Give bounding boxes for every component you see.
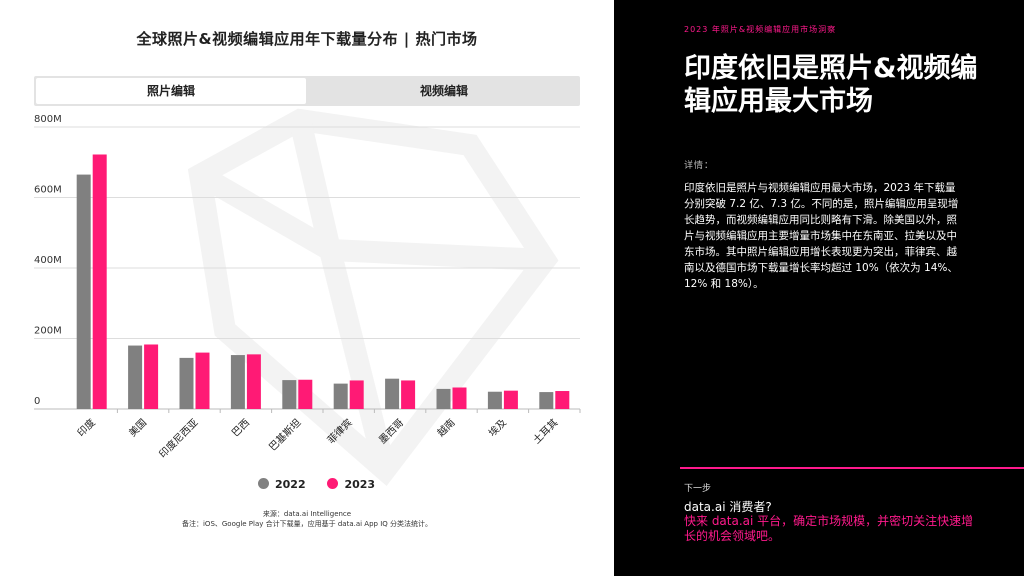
legend-swatch-2022	[258, 478, 269, 489]
bar-2023-7	[401, 380, 416, 409]
bar-2023-1	[92, 154, 107, 409]
tab-video-editing[interactable]: 视频编辑	[419, 84, 468, 98]
legend-item-2022[interactable]: 2022	[258, 478, 306, 491]
chart-title: 全球照片&视频编辑应用年下载量分布 | 热门市场	[136, 30, 478, 48]
bar-2022-4	[230, 355, 245, 409]
cta-heading: data.ai 消费者?	[684, 500, 772, 514]
y-tick-label: 400M	[34, 255, 62, 266]
detail-label: 详情：	[684, 161, 715, 171]
chart-tab-bar: 照片编辑 视频编辑	[34, 76, 580, 106]
x-tick-label: 印度	[74, 416, 97, 439]
y-tick-label: 0	[34, 396, 40, 407]
source-line: 来源：data.ai Intelligence	[262, 510, 352, 518]
bar-2022-5	[282, 380, 297, 409]
accent-divider	[680, 467, 1024, 469]
bar-2022-8	[436, 388, 451, 409]
bar-2023-4	[246, 354, 261, 409]
x-tick-label: 越南	[434, 416, 457, 439]
bar-2022-10	[539, 392, 554, 409]
tab-photo-editing[interactable]: 照片编辑	[36, 78, 306, 104]
x-tick-label: 印度尼西亚	[156, 416, 201, 461]
bar-2023-5	[298, 379, 313, 409]
bar-2023-2	[144, 344, 159, 409]
bar-2022-7	[385, 378, 400, 409]
insight-eyebrow: 2023 年照片&视频编辑应用市场洞察	[684, 25, 837, 34]
legend-label-2023: 2023	[344, 478, 376, 491]
x-tick-label: 美国	[126, 416, 149, 439]
next-step-label: 下一步	[684, 484, 712, 494]
chart-legend: 2022 2023	[258, 478, 393, 491]
bar-2022-1	[76, 174, 91, 409]
y-tick-label: 600M	[34, 185, 62, 196]
cta-link[interactable]: 快来 data.ai 平台，确定市场规模，并密切关注快速增长的机会领域吧。	[684, 514, 974, 543]
bar-2023-8	[452, 387, 467, 409]
bar-2023-10	[555, 391, 570, 409]
y-tick-label: 200M	[34, 326, 62, 337]
bar-2022-9	[487, 391, 502, 409]
bar-2023-3	[195, 352, 210, 409]
y-tick-label: 800M	[34, 114, 62, 125]
bar-2022-2	[128, 345, 143, 409]
bar-2023-9	[503, 390, 518, 409]
legend-swatch-2023	[327, 478, 339, 489]
insight-panel: 2023 年照片&视频编辑应用市场洞察 印度依旧是照片&视频编辑应用最大市场 详…	[614, 0, 1024, 576]
detail-body: 印度依旧是照片与视频编辑应用最大市场，2023 年下载量分别突破 7.2 亿、7…	[684, 182, 959, 290]
x-tick-label: 巴基斯坦	[266, 416, 303, 453]
bar-2023-6	[349, 380, 364, 409]
x-tick-label: 菲律宾	[324, 416, 354, 446]
x-tick-label: 巴西	[229, 417, 252, 440]
footnote-line: 备注：iOS、Google Play 合计下载量，应用基于 data.ai Ap…	[181, 520, 432, 528]
legend-item-2023[interactable]: 2023	[327, 478, 375, 491]
insight-title: 印度依旧是照片&视频编辑应用最大市场	[684, 53, 978, 117]
x-tick-label: 墨西哥	[377, 417, 407, 447]
x-tick-label: 土耳其	[530, 416, 560, 446]
chart-panel: 全球照片&视频编辑应用年下载量分布 | 热门市场 照片编辑 视频编辑 0 200M…	[0, 30, 614, 529]
chart-source-note: 来源：data.ai Intelligence 备注：iOS、Google Pl…	[0, 509, 614, 529]
bar-2022-3	[179, 357, 194, 409]
bar-chart: 0 200M 400M 600M 800M 印度 美国 印度尼西亚 巴西 巴基斯坦 菲律宾 墨西哥 越南…	[34, 114, 581, 461]
legend-label-2022: 2022	[275, 478, 306, 491]
x-tick-label: 埃及	[486, 416, 509, 439]
bar-2022-6	[333, 383, 348, 409]
watermark-diamond-logo	[187, 108, 559, 487]
